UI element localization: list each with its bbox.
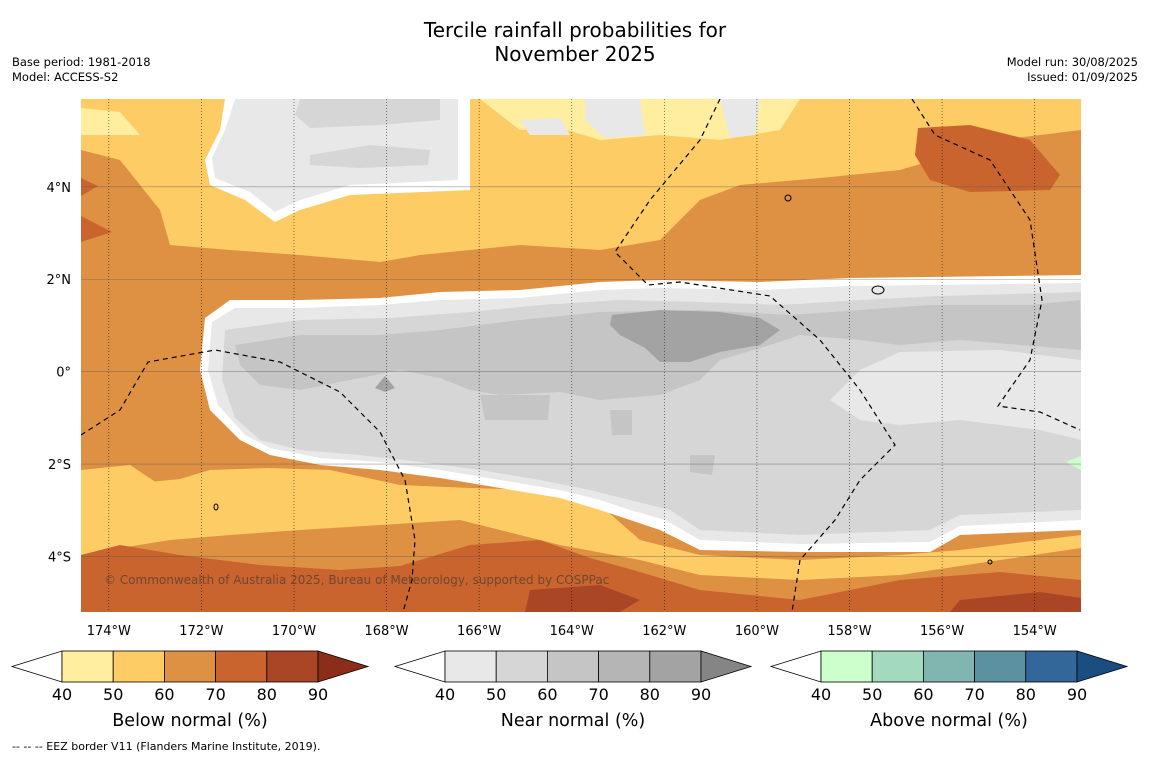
near-normal-north-grey-dark bbox=[295, 99, 440, 168]
colorbar-tick-label: 50 bbox=[103, 685, 123, 704]
colorbar-tick-label: 60 bbox=[537, 685, 557, 704]
colorbar-tick-label: 90 bbox=[1067, 685, 1087, 704]
island-small-2 bbox=[987, 559, 993, 565]
latitude-tick-labels: 4°N 2°N 0° 2°S 4°S bbox=[47, 181, 72, 566]
colorbar-segment bbox=[266, 650, 319, 683]
model-run-text: Model run: 30/08/2025 bbox=[1006, 55, 1138, 69]
colorbar-segment bbox=[974, 650, 1027, 683]
below-70-80-south bbox=[81, 540, 1081, 612]
colorbar-tick-label: 80 bbox=[257, 685, 277, 704]
colorbar-extend-high bbox=[1076, 650, 1129, 683]
lat-tick-label: 4°S bbox=[48, 551, 71, 566]
meta-left: Base period: 1981-2018 Model: ACCESS-S2 bbox=[12, 55, 151, 85]
title-line-2: November 2025 bbox=[494, 42, 656, 66]
lon-tick-label: 170°W bbox=[272, 624, 316, 639]
colorbar-segment bbox=[547, 650, 600, 683]
colorbar-extend-low bbox=[769, 650, 822, 683]
colorbar-tick-label: 70 bbox=[964, 685, 984, 704]
colorbar: 40 50 60 70 80 90 Near normal (%) bbox=[393, 650, 753, 731]
colorbar-extend-high bbox=[700, 650, 753, 683]
island-tabuaeran bbox=[784, 194, 792, 202]
lat-tick-label: 2°N bbox=[47, 273, 72, 288]
colorbar-tick-label: 70 bbox=[588, 685, 608, 704]
island-kiritimati bbox=[871, 285, 885, 295]
longitude-tick-labels: 174°W 172°W 170°W 168°W 166°W 164°W 162°W 160°W… bbox=[87, 624, 1057, 639]
lon-tick-label: 166°W bbox=[457, 624, 501, 639]
colorbar-tick-label: 40 bbox=[811, 685, 831, 704]
lon-tick-label: 160°W bbox=[735, 624, 779, 639]
lat-tick-label: 2°S bbox=[48, 458, 71, 473]
probability-field bbox=[81, 99, 1081, 612]
colorbar-tick-label: 40 bbox=[435, 685, 455, 704]
lon-tick-label: 174°W bbox=[87, 624, 131, 639]
colorbar-extend-high bbox=[317, 650, 370, 683]
lon-tick-label: 162°W bbox=[642, 624, 686, 639]
colorbar-segment bbox=[444, 650, 497, 683]
below-50-60-south-band bbox=[81, 465, 1081, 580]
eez-border-kiribati-west bbox=[81, 349, 416, 612]
colorbar: 40 50 60 70 80 90 Above normal (%) bbox=[769, 650, 1129, 731]
meta-right: Model run: 30/08/2025 Issued: 01/09/2025 bbox=[1007, 55, 1138, 85]
above-normal-patch bbox=[1066, 456, 1081, 470]
eez-border-line-islands bbox=[614, 99, 896, 612]
colorbar-segment bbox=[871, 650, 924, 683]
colorbar-segment bbox=[112, 650, 165, 683]
eez-border-east bbox=[911, 99, 1081, 431]
colorbar-segment bbox=[495, 650, 548, 683]
colorbar-tick-label: 40 bbox=[52, 685, 72, 704]
map-title: Tercile rainfall probabilities for Novem… bbox=[300, 18, 850, 66]
lat-tick-label: 4°N bbox=[47, 181, 72, 196]
lon-tick-label: 172°W bbox=[179, 624, 223, 639]
colorbar-segment bbox=[598, 650, 651, 683]
colorbar-tick-label: 60 bbox=[913, 685, 933, 704]
colorbar-segment bbox=[61, 650, 114, 683]
colorbar-tick-label: 60 bbox=[154, 685, 174, 704]
colorbar-title: Below normal (%) bbox=[112, 711, 267, 731]
lon-tick-label: 158°W bbox=[827, 624, 871, 639]
colorbar-tick-label: 80 bbox=[640, 685, 660, 704]
title-line-1: Tercile rainfall probabilities for bbox=[423, 18, 727, 42]
colorbar-tick-label: 50 bbox=[862, 685, 882, 704]
lon-tick-label: 156°W bbox=[920, 624, 964, 639]
colorbar-tick-label: 90 bbox=[308, 685, 328, 704]
lon-tick-label: 164°W bbox=[550, 624, 594, 639]
colorbar-title: Near normal (%) bbox=[501, 711, 646, 731]
colorbar-segment bbox=[215, 650, 268, 683]
base-period-text: Base period: 1981-2018 bbox=[12, 55, 151, 69]
copyright-text: © Commonwealth of Australia 2025, Bureau… bbox=[104, 573, 609, 587]
lat-tick-label: 0° bbox=[56, 366, 71, 381]
colorbar-tick-label: 70 bbox=[205, 685, 225, 704]
colorbar-tick-label: 50 bbox=[486, 685, 506, 704]
lon-tick-label: 168°W bbox=[364, 624, 408, 639]
below-70-80-west-edge bbox=[81, 178, 112, 242]
colorbar-extend-low bbox=[393, 650, 446, 683]
colorbar-segment bbox=[820, 650, 873, 683]
colorbar-segment bbox=[649, 650, 702, 683]
colorbar-segment bbox=[1025, 650, 1078, 683]
colorbar-extend-low bbox=[10, 650, 63, 683]
issued-text: Issued: 01/09/2025 bbox=[1027, 70, 1138, 84]
colorbar-segment bbox=[163, 650, 216, 683]
island-small-1 bbox=[213, 503, 219, 511]
near-normal-equatorial-grey-70 bbox=[235, 300, 1081, 475]
below-80-90-south bbox=[525, 585, 1081, 612]
model-text: Model: ACCESS-S2 bbox=[12, 70, 119, 84]
footer-note: -- -- -- EEZ border V11 (Flanders Marine… bbox=[12, 740, 321, 753]
below-50-60-south-west bbox=[100, 472, 268, 510]
colorbar-title: Above normal (%) bbox=[870, 711, 1028, 731]
map-gridlines bbox=[81, 99, 1081, 612]
colorbars: 40 50 60 70 80 90 Below normal (%) 40 50 60 70 80 90… bbox=[10, 650, 1129, 731]
colorbar-segment bbox=[923, 650, 976, 683]
colorbar-tick-label: 90 bbox=[691, 685, 711, 704]
near-normal-north-patches bbox=[520, 99, 760, 138]
islands bbox=[213, 194, 993, 565]
colorbar-tick-label: 80 bbox=[1016, 685, 1036, 704]
eez-borders bbox=[81, 99, 1081, 612]
lon-tick-label: 154°W bbox=[1013, 624, 1057, 639]
colorbar: 40 50 60 70 80 90 Below normal (%) bbox=[10, 650, 370, 731]
near-normal-equatorial-grey-80 bbox=[375, 310, 780, 392]
